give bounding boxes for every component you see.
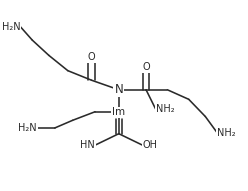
Text: OH: OH (143, 140, 157, 150)
Text: NH₂: NH₂ (217, 128, 236, 138)
Text: H₂N: H₂N (18, 123, 37, 133)
Text: HN: HN (80, 140, 95, 150)
Text: O: O (88, 52, 95, 62)
Text: N: N (114, 83, 123, 96)
Text: NH₂: NH₂ (155, 104, 174, 114)
Text: Im: Im (112, 108, 125, 117)
Text: H₂N: H₂N (2, 22, 20, 32)
Text: O: O (142, 62, 150, 72)
